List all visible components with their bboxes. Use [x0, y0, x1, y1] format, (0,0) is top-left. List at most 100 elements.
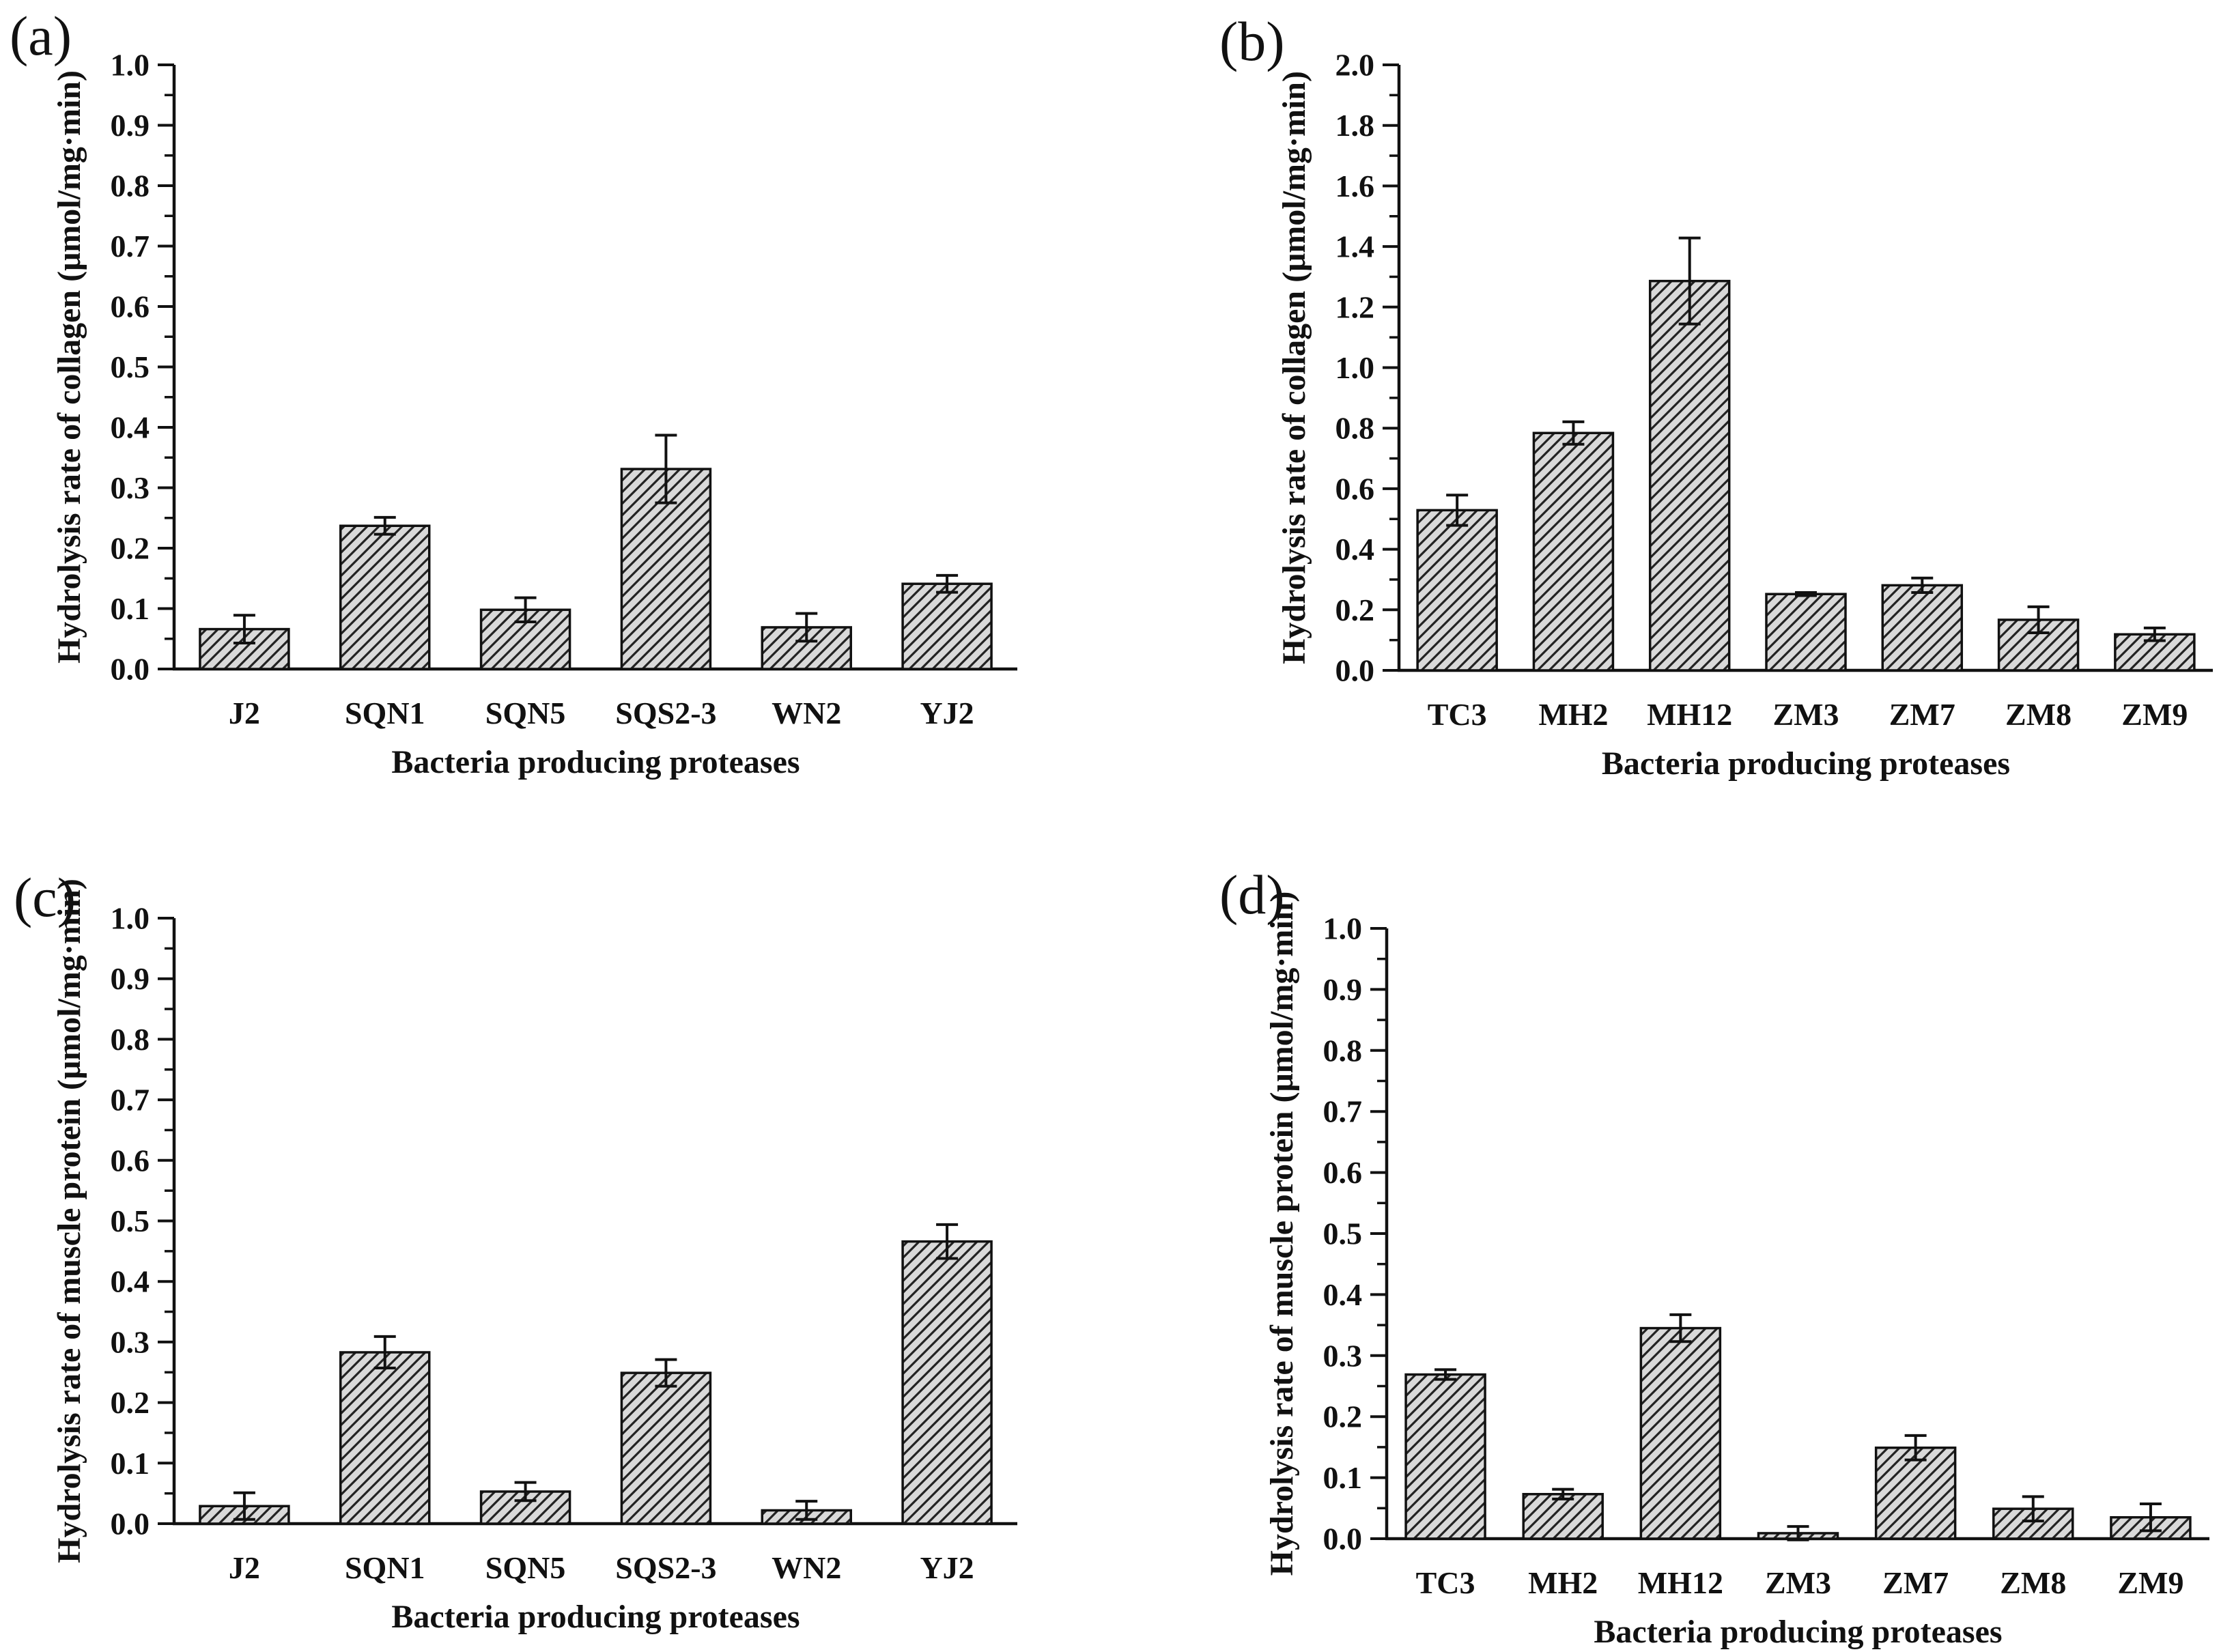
- chart-canvas-c: 0.0 0.1 0.2 0.3 0.4 0.5 0.6 0.7 0.8 0.9 1.0 J2 SQN1 S…: [51, 879, 1017, 1635]
- x-category-label-MH2: MH2: [1528, 1565, 1598, 1600]
- y-tick-label: 0.1: [111, 1446, 150, 1481]
- y-tick-label: 0.0: [111, 1507, 150, 1541]
- y-tick-label: 1.0: [111, 901, 150, 936]
- y-tick-label: 0.4: [1335, 532, 1375, 567]
- x-category-label-YJ2: YJ2: [920, 1550, 974, 1585]
- error-bar-J2: [233, 1491, 255, 1521]
- bar-ZM7: [1874, 1447, 1957, 1540]
- error-bar-MH12: [1678, 236, 1701, 326]
- y-tick-label: 1.0: [1323, 911, 1363, 946]
- y-tick-label: 0.0: [1323, 1522, 1363, 1556]
- chart-canvas-a: 0.0 0.1 0.2 0.3 0.4 0.5 0.6 0.7 0.8 0.9 1.0 J2 SQN1 S…: [51, 48, 1017, 780]
- y-tick-label: 0.8: [1323, 1033, 1363, 1068]
- y-axis-title: Hydrolysis rate of muscle protein (μmol/…: [51, 879, 87, 1563]
- panel-letter-b: (b): [1219, 10, 1285, 72]
- x-category-label-YJ2: YJ2: [920, 696, 974, 730]
- x-category-label-MH12: MH12: [1638, 1565, 1723, 1600]
- y-axis-title: Hydrolysis rate of muscle protein (μmol/…: [1264, 892, 1300, 1576]
- x-category-label-ZM9: ZM9: [2121, 697, 2188, 732]
- x-category-label-TC3: TC3: [1428, 697, 1487, 732]
- bar-ZM7: [1881, 584, 1964, 672]
- y-tick-label: 0.8: [1335, 411, 1375, 446]
- error-bar-SQS2-3: [655, 1358, 677, 1388]
- y-tick-label: 1.6: [1335, 169, 1375, 203]
- panel-d: 0.0 0.1 0.2 0.3 0.4 0.5 0.6 0.7 0.8 0.9 1.0 TC3 MH2 M…: [1117, 826, 2234, 1652]
- bar-MH12: [1639, 1326, 1722, 1540]
- error-bar-MH12: [1669, 1313, 1692, 1343]
- x-category-label-TC3: TC3: [1416, 1565, 1475, 1600]
- x-axis-title: Bacteria producing proteases: [391, 744, 800, 780]
- error-bar-ZM8: [2027, 605, 2050, 635]
- x-category-label-ZM7: ZM7: [1889, 697, 1955, 732]
- bar-MH2: [1522, 1492, 1604, 1540]
- bar-SQN5: [479, 1490, 571, 1525]
- error-bar-J2: [233, 614, 255, 644]
- x-category-label-MH2: MH2: [1538, 697, 1608, 732]
- bar-TC3: [1416, 509, 1498, 672]
- y-tick-label: 0.3: [111, 470, 150, 505]
- error-bar-TC3: [1446, 494, 1469, 527]
- y-tick-label: 0.3: [111, 1324, 150, 1359]
- error-bar-YJ2: [936, 1223, 959, 1260]
- x-category-label-SQN1: SQN1: [345, 696, 425, 730]
- error-bar-SQN5: [514, 596, 537, 623]
- y-tick-label: 0.7: [1323, 1094, 1363, 1129]
- x-category-label-ZM8: ZM8: [2000, 1565, 2066, 1600]
- error-bar-MH2: [1552, 1487, 1574, 1500]
- y-tick-label: 0.1: [111, 591, 150, 626]
- y-tick-label: 1.2: [1335, 289, 1375, 324]
- y-tick-label: 0.2: [111, 1385, 150, 1420]
- error-bar-WN2: [795, 1500, 818, 1521]
- error-bar-ZM8: [2022, 1495, 2044, 1523]
- y-tick-label: 0.5: [111, 1204, 150, 1238]
- bar-YJ2: [901, 582, 993, 670]
- y-tick-label: 1.0: [111, 48, 150, 83]
- error-bar-YJ2: [936, 573, 959, 594]
- error-bar-SQS2-3: [655, 433, 677, 504]
- y-tick-label: 0.2: [1323, 1399, 1363, 1434]
- y-tick-label: 0.6: [111, 1143, 150, 1178]
- panel-a: 0.0 0.1 0.2 0.3 0.4 0.5 0.6 0.7 0.8 0.9 1.0 J2 SQN1 S…: [0, 0, 1117, 826]
- y-tick-label: 0.4: [111, 410, 150, 445]
- bar-MH12: [1648, 279, 1731, 672]
- error-bar-MH2: [1562, 420, 1585, 446]
- bar-MH2: [1532, 431, 1615, 672]
- y-tick-label: 0.8: [111, 1022, 150, 1057]
- x-category-label-MH12: MH12: [1647, 697, 1732, 732]
- y-tick-label: 0.9: [1323, 972, 1363, 1007]
- error-bar-WN2: [795, 612, 818, 643]
- panel-letter-d: (d): [1219, 864, 1285, 926]
- y-tick-label: 0.4: [111, 1264, 150, 1299]
- y-tick-label: 0.0: [111, 652, 150, 687]
- y-tick-label: 0.6: [111, 289, 150, 324]
- y-tick-label: 0.5: [1323, 1216, 1363, 1251]
- y-tick-label: 0.2: [1335, 593, 1375, 627]
- error-bar-ZM3: [1795, 591, 1817, 597]
- y-tick-label: 0.7: [111, 229, 150, 264]
- y-tick-label: 0.1: [1323, 1460, 1363, 1495]
- y-tick-label: 0.4: [1323, 1277, 1363, 1312]
- y-tick-label: 0.3: [1323, 1338, 1363, 1373]
- x-category-label-ZM8: ZM8: [2005, 697, 2072, 732]
- error-bar-ZM7: [1911, 576, 1934, 595]
- error-bar-SQN5: [514, 1481, 537, 1503]
- x-category-label-SQN5: SQN5: [485, 1550, 566, 1585]
- bar-TC3: [1404, 1373, 1486, 1540]
- y-tick-label: 0.6: [1335, 471, 1375, 506]
- x-category-label-J2: J2: [229, 696, 260, 730]
- error-bar-SQN1: [373, 515, 396, 536]
- x-axis-title: Bacteria producing proteases: [391, 1599, 800, 1635]
- y-tick-label: 0.9: [111, 108, 150, 143]
- x-axis-title: Bacteria producing proteases: [1602, 745, 2010, 782]
- y-tick-label: 0.9: [111, 961, 150, 996]
- x-category-label-ZM7: ZM7: [1882, 1565, 1949, 1600]
- panel-c: 0.0 0.1 0.2 0.3 0.4 0.5 0.6 0.7 0.8 0.9 1.0 J2 SQN1 S…: [0, 826, 1117, 1652]
- x-category-label-SQN5: SQN5: [485, 696, 566, 730]
- y-tick-label: 0.0: [1335, 653, 1375, 688]
- y-axis-title: Hydrolysis rate of collagen (μmol/mg·min…: [51, 70, 87, 664]
- panel-letter-a: (a): [10, 5, 72, 67]
- y-tick-label: 1.0: [1335, 350, 1375, 385]
- x-axis-title: Bacteria producing proteases: [1594, 1614, 2002, 1650]
- x-category-label-ZM3: ZM3: [1772, 697, 1839, 732]
- y-tick-label: 1.4: [1335, 229, 1375, 264]
